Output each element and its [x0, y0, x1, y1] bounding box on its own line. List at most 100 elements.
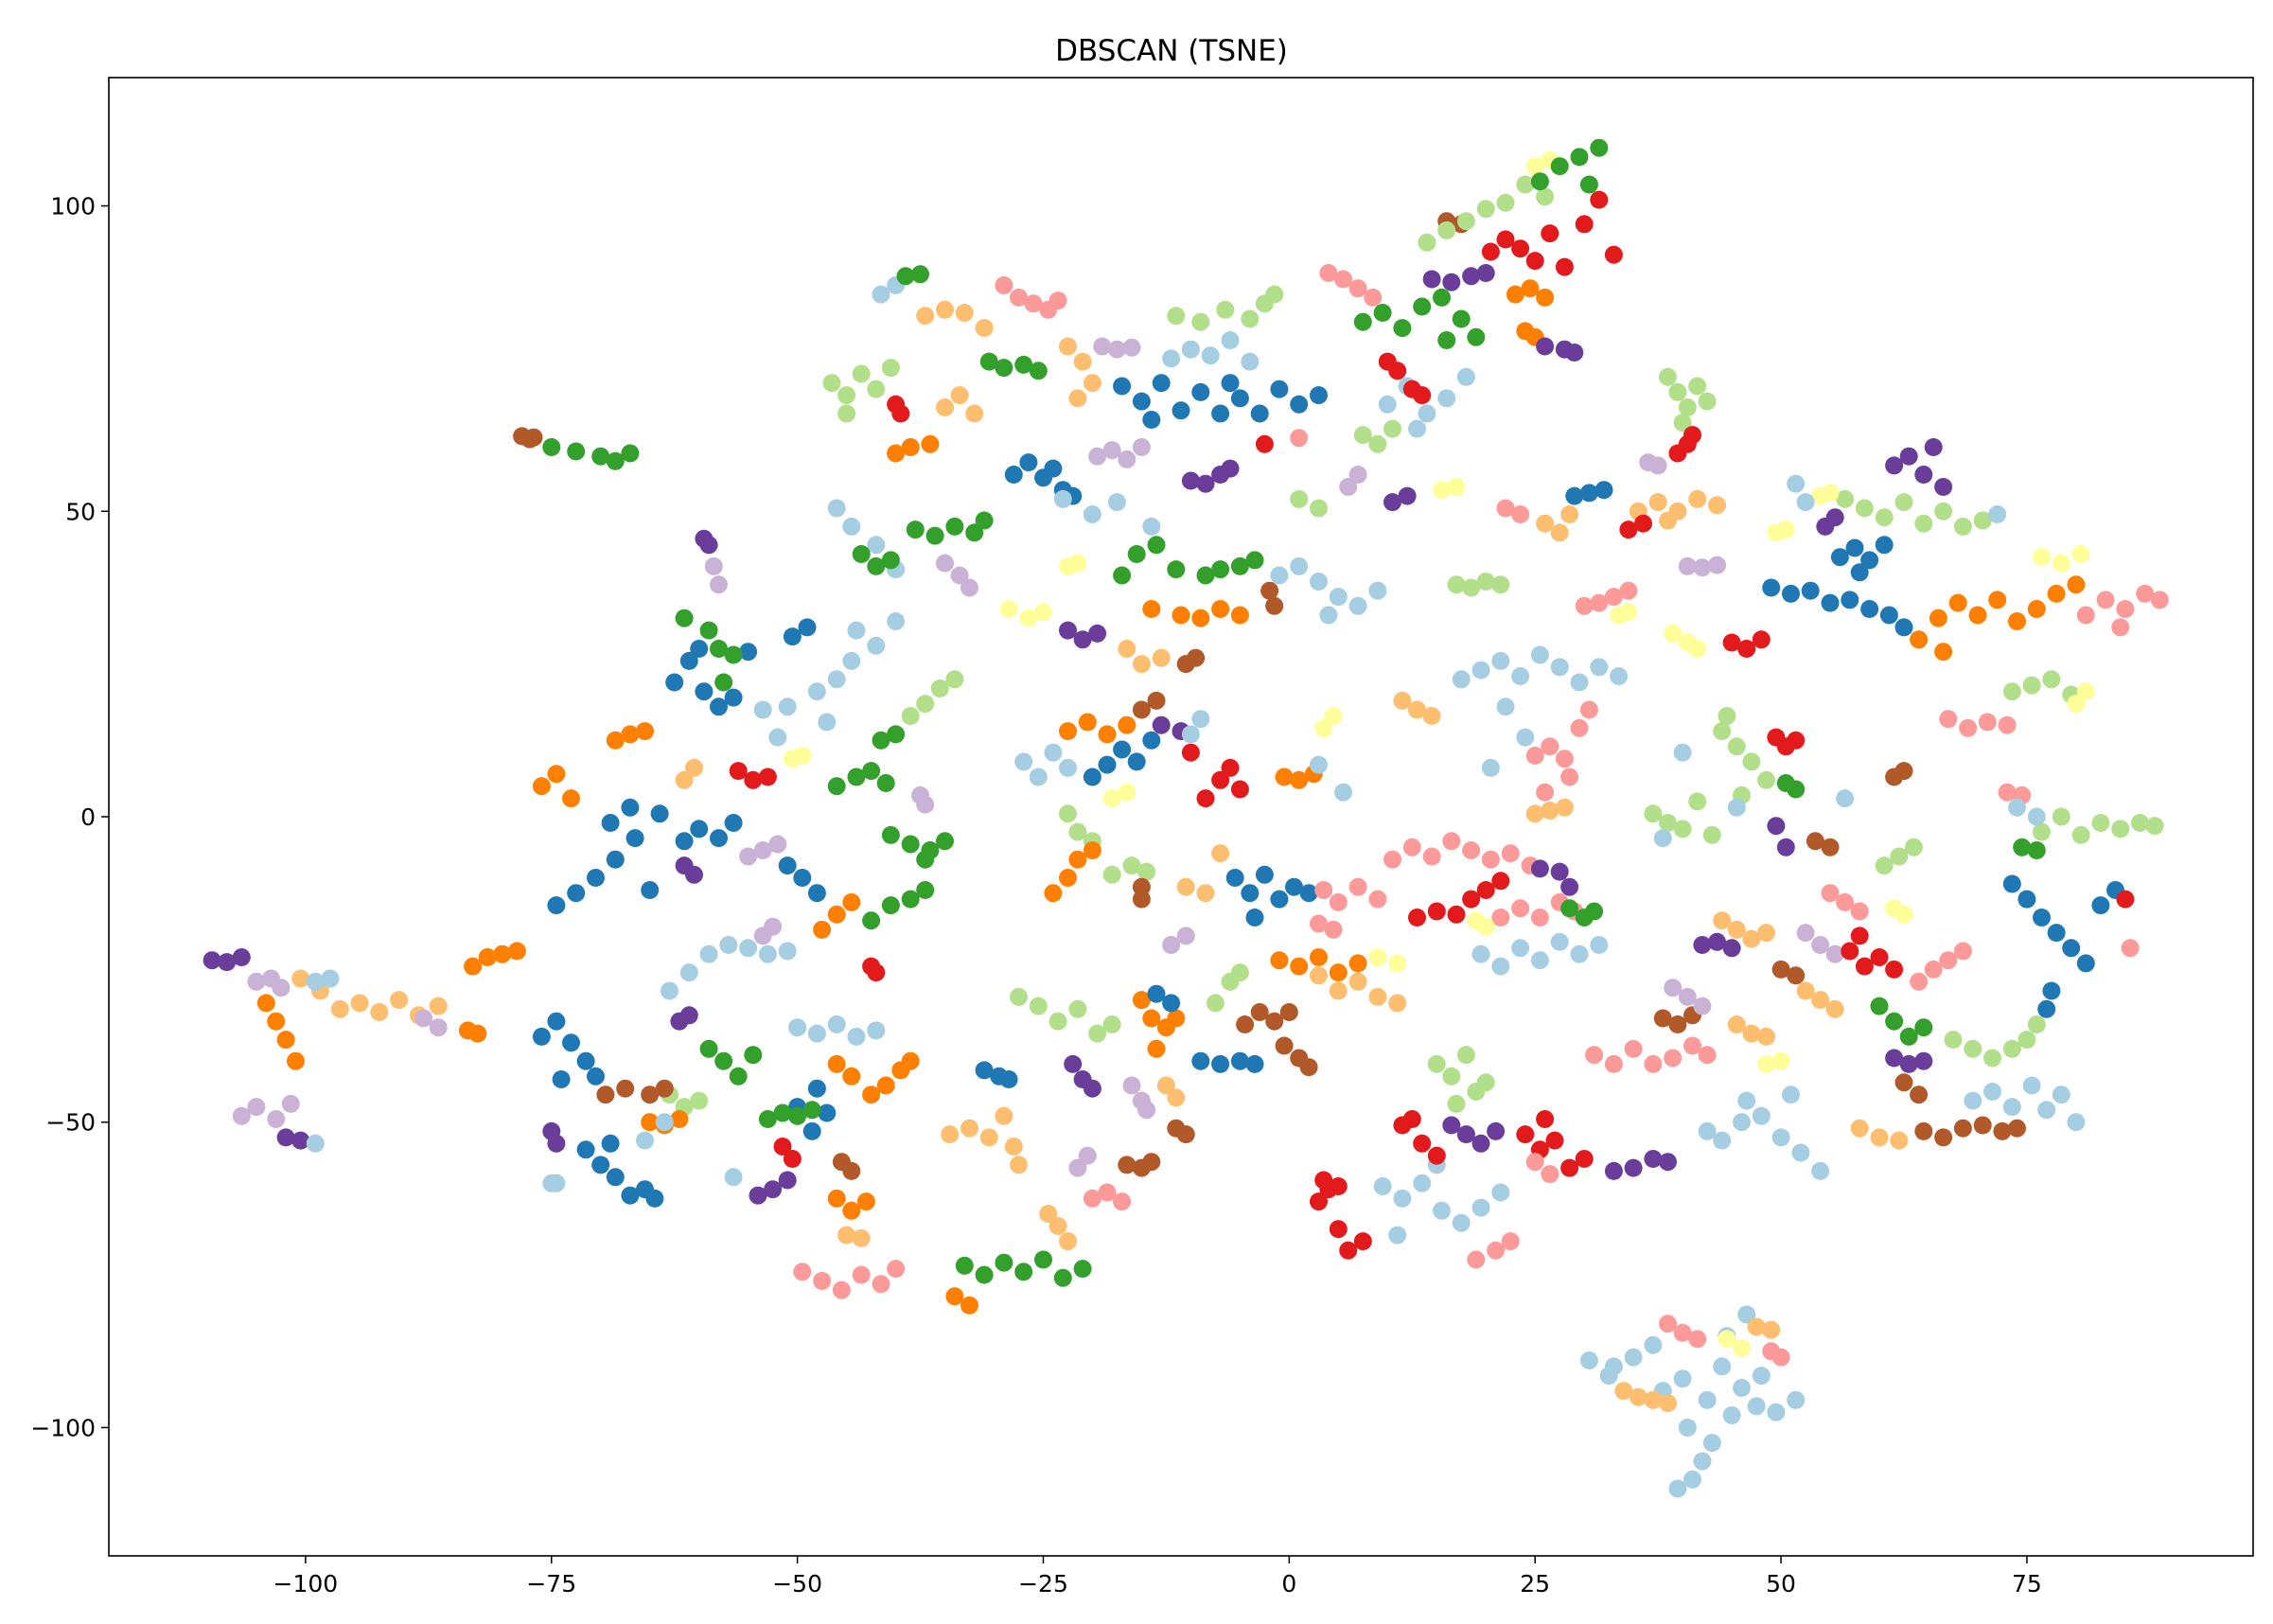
data-point	[1659, 814, 1677, 832]
data-point	[267, 1012, 286, 1031]
data-point	[1216, 300, 1235, 319]
cluster-168	[1944, 1015, 2046, 1068]
data-point	[1894, 762, 1913, 781]
cluster-108	[532, 765, 580, 808]
data-point	[1757, 1054, 1775, 1073]
cluster-75	[1167, 1119, 1195, 1144]
data-point	[1659, 367, 1677, 386]
cluster-224	[1433, 478, 1466, 500]
data-point	[1530, 859, 1549, 878]
data-point	[921, 434, 940, 453]
cluster-40	[1176, 648, 1206, 674]
data-point	[2008, 612, 2026, 630]
data-point	[1491, 957, 1510, 976]
data-point	[1894, 905, 1913, 924]
data-point	[1973, 1116, 1992, 1135]
data-point	[1176, 927, 1195, 945]
data-point	[1619, 581, 1638, 600]
cluster-73	[1122, 1076, 1156, 1120]
data-point	[1708, 556, 1726, 574]
data-point	[1525, 804, 1544, 823]
data-point	[1959, 718, 1978, 737]
data-point	[542, 1174, 561, 1192]
data-point	[1579, 175, 1598, 194]
data-point	[1388, 1226, 1407, 1244]
data-point	[1088, 624, 1107, 643]
cluster-248	[1762, 1342, 1790, 1367]
cluster-157	[1796, 981, 1844, 1018]
data-point	[661, 981, 678, 1000]
data-point	[1471, 1198, 1490, 1217]
data-point	[1147, 691, 1166, 710]
data-point	[1221, 758, 1240, 777]
data-point	[916, 881, 935, 899]
data-point	[852, 545, 871, 563]
data-point	[818, 713, 837, 732]
data-point	[1230, 963, 1249, 982]
data-point	[1402, 838, 1421, 856]
cluster-221	[1560, 899, 1604, 927]
data-point	[1688, 1330, 1707, 1349]
data-point	[916, 307, 935, 326]
data-point	[852, 364, 871, 383]
data-point	[1550, 862, 1569, 881]
data-point	[1644, 804, 1663, 823]
data-point	[1752, 1367, 1771, 1386]
data-point	[758, 1110, 777, 1128]
cluster-218	[1408, 872, 1510, 927]
data-point	[807, 1079, 826, 1098]
data-point	[1083, 505, 1101, 523]
data-point	[1737, 1305, 1756, 1324]
data-point	[1521, 279, 1540, 298]
data-point	[1373, 1177, 1392, 1195]
data-point	[710, 575, 728, 594]
data-point	[1821, 838, 1840, 856]
data-point	[1413, 1134, 1432, 1153]
data-point	[1348, 596, 1367, 615]
data-point	[1241, 884, 1260, 903]
x-tick-label: 0	[1281, 1570, 1296, 1598]
data-point	[1319, 264, 1338, 282]
data-point	[887, 444, 906, 463]
data-point	[2047, 924, 2066, 943]
data-point	[1885, 1049, 1904, 1068]
data-point	[1339, 1241, 1358, 1260]
cluster-65	[1010, 987, 1121, 1043]
data-point	[1511, 239, 1530, 258]
data-point	[2037, 1101, 2056, 1120]
data-point	[1102, 789, 1121, 808]
data-point	[2042, 981, 2061, 1000]
data-point	[758, 768, 777, 786]
data-point	[591, 447, 610, 466]
data-point	[1733, 1379, 1751, 1397]
data-point	[1659, 511, 1677, 530]
data-point	[1988, 505, 2007, 523]
data-point	[1879, 606, 1898, 625]
data-point	[729, 762, 748, 781]
data-point	[1221, 374, 1240, 393]
data-point	[1329, 963, 1348, 982]
data-point	[1836, 892, 1855, 911]
data-point	[1702, 1434, 1721, 1453]
data-point	[704, 556, 723, 575]
data-point	[1841, 591, 1859, 609]
data-point	[1511, 939, 1530, 958]
cluster-85	[788, 1015, 886, 1046]
data-point	[1093, 337, 1112, 356]
data-point	[601, 814, 620, 832]
data-point	[1476, 1073, 1495, 1092]
data-point	[1560, 899, 1579, 918]
data-point	[1659, 1394, 1677, 1413]
data-point	[729, 1067, 748, 1086]
cluster-92	[837, 1226, 871, 1247]
data-point	[1181, 743, 1200, 762]
data-point	[1998, 783, 2017, 802]
data-point	[1885, 456, 1904, 475]
data-point	[1727, 798, 1746, 817]
data-point	[2018, 1031, 2036, 1050]
data-point	[1565, 486, 1584, 505]
data-point	[1029, 362, 1048, 380]
data-point	[1742, 752, 1761, 771]
cluster-203	[1664, 624, 1707, 658]
data-point	[1767, 817, 1786, 836]
